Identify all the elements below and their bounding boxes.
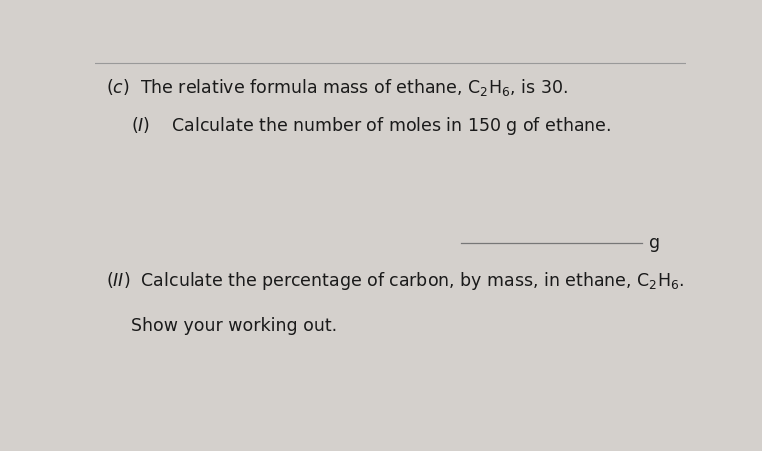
Text: g: g	[648, 234, 660, 252]
Text: $(c)$  The relative formula mass of ethane, $\mathregular{C_2H_6}$, is 30.: $(c)$ The relative formula mass of ethan…	[106, 77, 568, 97]
Text: Show your working out.: Show your working out.	[131, 318, 337, 336]
Text: $(I)$    Calculate the number of moles in 150 g of ethane.: $(I)$ Calculate the number of moles in 1…	[131, 115, 611, 138]
Text: $(II)$  Calculate the percentage of carbon, by mass, in ethane, $\mathregular{C_: $(II)$ Calculate the percentage of carbo…	[106, 270, 684, 292]
